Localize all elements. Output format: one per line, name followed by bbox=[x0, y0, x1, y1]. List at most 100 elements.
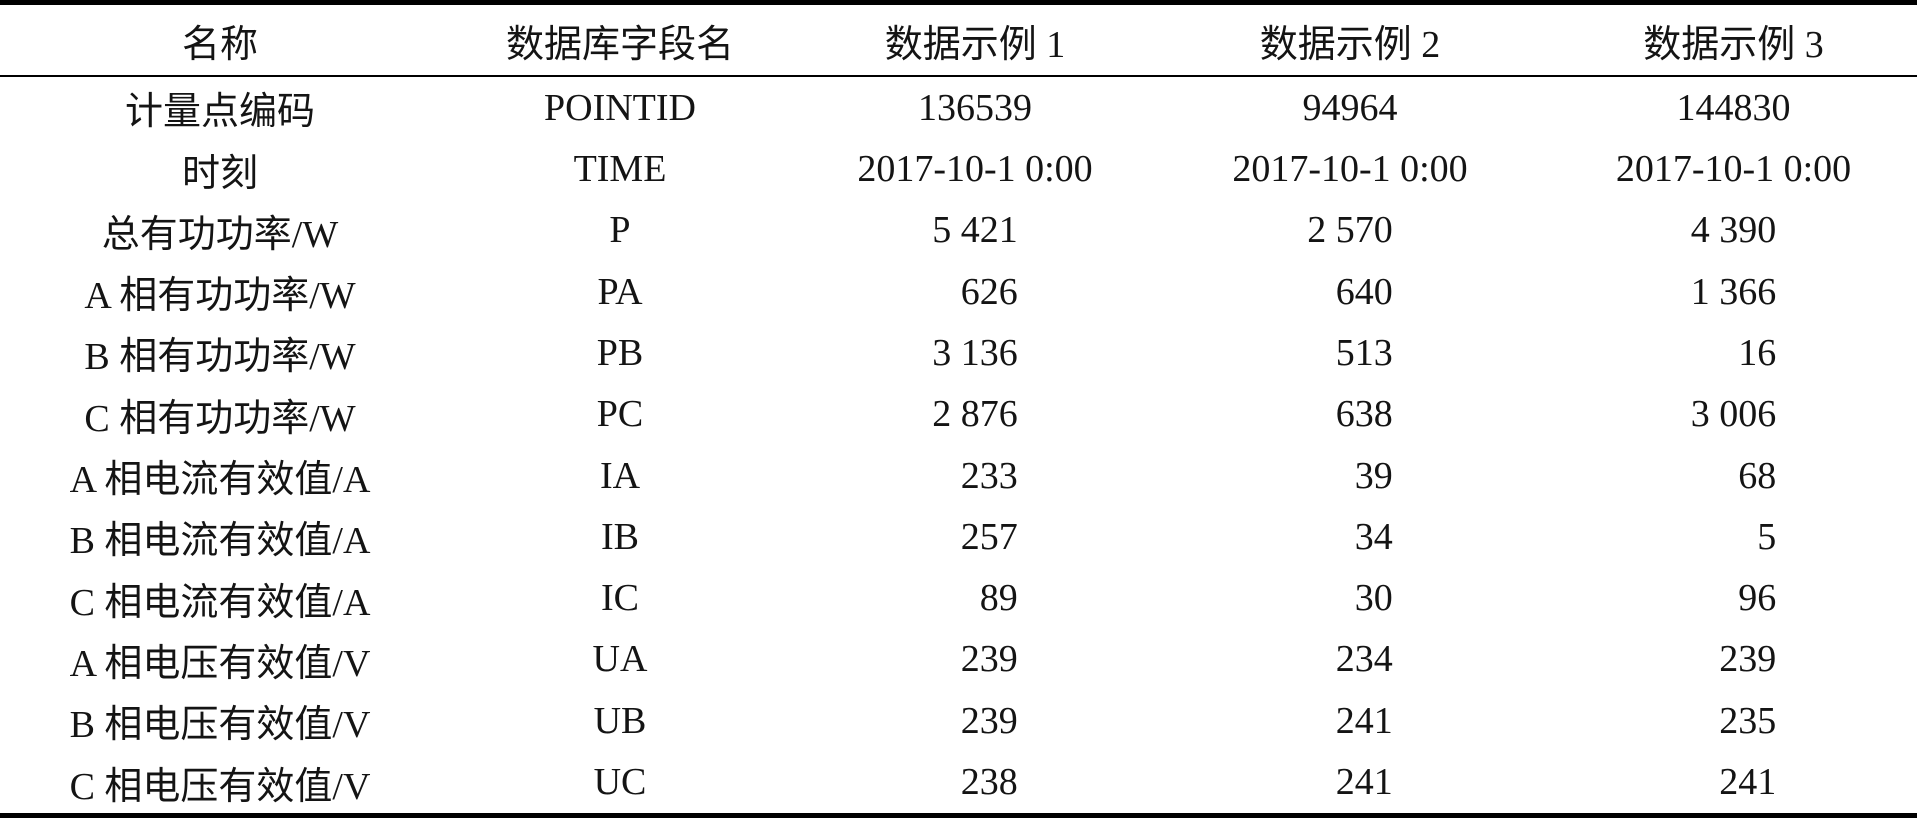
cell-example-1: 89 bbox=[800, 567, 1150, 628]
cell-name: B 相有功功率/W bbox=[84, 336, 356, 379]
cell-example-1: 2 876 bbox=[800, 384, 1150, 445]
table-row: B 相有功功率/W PB 3 136 513 16 bbox=[0, 322, 1917, 383]
cell-example-2: 30 bbox=[1150, 567, 1550, 628]
cell-db-field: IB bbox=[601, 515, 639, 558]
cell-value: 638 bbox=[1335, 393, 1393, 436]
cell-example-1: 233 bbox=[800, 445, 1150, 506]
cell-value: 640 bbox=[1335, 270, 1393, 313]
cell-value: 89 bbox=[979, 577, 1018, 620]
cell-value: 34 bbox=[1354, 515, 1393, 558]
header-row: 名称 数据库字段名 数据示例 1 数据示例 2 数据示例 3 bbox=[0, 2, 1917, 77]
cell-value: 2 570 bbox=[1307, 209, 1393, 252]
cell-value: 16 bbox=[1738, 331, 1777, 374]
cell-db-field: PB bbox=[596, 331, 644, 374]
col-header-example-3: 数据示例 3 bbox=[1550, 2, 1917, 77]
cell-db-field: PA bbox=[597, 270, 643, 313]
cell-value: 3 136 bbox=[932, 331, 1018, 374]
cell-value: 1 366 bbox=[1690, 270, 1777, 313]
cell-value: 2017-10-1 0:00 bbox=[857, 148, 1093, 191]
cell-example-3: 241 bbox=[1550, 751, 1917, 815]
cell-example-3: 3 006 bbox=[1550, 384, 1917, 445]
cell-example-1: 5 421 bbox=[800, 200, 1150, 261]
cell-value: 96 bbox=[1738, 577, 1777, 620]
cell-example-3: 96 bbox=[1550, 567, 1917, 628]
cell-name: A 相电流有效值/A bbox=[69, 459, 371, 502]
cell-example-2: 2017-10-1 0:00 bbox=[1150, 138, 1550, 199]
cell-value: 239 bbox=[960, 699, 1018, 742]
cell-example-3: 1 366 bbox=[1550, 261, 1917, 322]
cell-example-1: 239 bbox=[800, 629, 1150, 690]
cell-value: 30 bbox=[1354, 577, 1393, 620]
cell-example-3: 2017-10-1 0:00 bbox=[1550, 138, 1917, 199]
cell-value: 241 bbox=[1719, 761, 1777, 804]
cell-example-3: 4 390 bbox=[1550, 200, 1917, 261]
cell-value: 241 bbox=[1335, 761, 1393, 804]
col-header-example-1: 数据示例 1 bbox=[800, 2, 1150, 77]
cell-value: 2017-10-1 0:00 bbox=[1232, 148, 1468, 191]
table-row: A 相电流有效值/A IA 233 39 68 bbox=[0, 445, 1917, 506]
cell-value: 234 bbox=[1335, 638, 1393, 681]
cell-value: 2017-10-1 0:00 bbox=[1615, 148, 1852, 191]
cell-db-field: TIME bbox=[573, 148, 667, 191]
cell-value: 235 bbox=[1719, 699, 1777, 742]
cell-example-2: 34 bbox=[1150, 506, 1550, 567]
cell-name: 时刻 bbox=[181, 152, 258, 195]
cell-db-field: POINTID bbox=[544, 86, 696, 129]
cell-value: 239 bbox=[1719, 638, 1777, 681]
cell-example-2: 2 570 bbox=[1150, 200, 1550, 261]
cell-value: 136539 bbox=[918, 86, 1032, 129]
table-row: C 相有功功率/W PC 2 876 638 3 006 bbox=[0, 384, 1917, 445]
cell-value: 238 bbox=[960, 761, 1018, 804]
cell-example-3: 239 bbox=[1550, 629, 1917, 690]
cell-example-2: 241 bbox=[1150, 690, 1550, 751]
table-row: C 相电压有效值/V UC 238 241 241 bbox=[0, 751, 1917, 815]
cell-name: B 相电流有效值/A bbox=[69, 520, 371, 563]
cell-name: C 相电压有效值/V bbox=[69, 765, 371, 808]
cell-name: C 相有功功率/W bbox=[84, 397, 356, 440]
cell-name: A 相有功功率/W bbox=[84, 275, 356, 318]
cell-example-2: 640 bbox=[1150, 261, 1550, 322]
table-row: 计量点编码 POINTID 136539 94964 144830 bbox=[0, 76, 1917, 138]
cell-name: B 相电压有效值/V bbox=[69, 704, 371, 747]
cell-value: 257 bbox=[960, 515, 1018, 558]
col-header-example-2: 数据示例 2 bbox=[1150, 2, 1550, 77]
table-row: 总有功功率/W P 5 421 2 570 4 390 bbox=[0, 200, 1917, 261]
cell-example-1: 238 bbox=[800, 751, 1150, 815]
cell-value: 513 bbox=[1335, 331, 1393, 374]
cell-example-1: 136539 bbox=[800, 76, 1150, 138]
cell-example-2: 241 bbox=[1150, 751, 1550, 815]
cell-example-2: 234 bbox=[1150, 629, 1550, 690]
cell-name: C 相电流有效值/A bbox=[69, 581, 371, 624]
cell-value: 626 bbox=[960, 270, 1018, 313]
cell-example-1: 2017-10-1 0:00 bbox=[800, 138, 1150, 199]
cell-example-1: 239 bbox=[800, 690, 1150, 751]
cell-example-1: 3 136 bbox=[800, 322, 1150, 383]
cell-name: A 相电压有效值/V bbox=[69, 642, 371, 685]
cell-example-2: 513 bbox=[1150, 322, 1550, 383]
table-row: A 相有功功率/W PA 626 640 1 366 bbox=[0, 261, 1917, 322]
cell-example-2: 638 bbox=[1150, 384, 1550, 445]
cell-value: 3 006 bbox=[1690, 393, 1777, 436]
table-row: B 相电压有效值/V UB 239 241 235 bbox=[0, 690, 1917, 751]
cell-value: 241 bbox=[1335, 699, 1393, 742]
table-row: A 相电压有效值/V UA 239 234 239 bbox=[0, 629, 1917, 690]
cell-value: 2 876 bbox=[932, 393, 1018, 436]
cell-example-3: 235 bbox=[1550, 690, 1917, 751]
cell-db-field: UC bbox=[593, 761, 647, 804]
cell-example-3: 144830 bbox=[1550, 76, 1917, 138]
cell-value: 39 bbox=[1354, 454, 1393, 497]
cell-db-field: IC bbox=[601, 577, 639, 620]
cell-db-field: PC bbox=[596, 393, 644, 436]
col-header-name: 名称 bbox=[0, 2, 440, 77]
col-header-db-field: 数据库字段名 bbox=[440, 2, 800, 77]
cell-example-2: 39 bbox=[1150, 445, 1550, 506]
cell-db-field: UB bbox=[593, 699, 647, 742]
cell-example-3: 16 bbox=[1550, 322, 1917, 383]
table-row: B 相电流有效值/A IB 257 34 5 bbox=[0, 506, 1917, 567]
cell-example-1: 626 bbox=[800, 261, 1150, 322]
table-row: C 相电流有效值/A IC 89 30 96 bbox=[0, 567, 1917, 628]
cell-value: 5 421 bbox=[932, 209, 1018, 252]
cell-name: 总有功功率/W bbox=[101, 213, 339, 256]
